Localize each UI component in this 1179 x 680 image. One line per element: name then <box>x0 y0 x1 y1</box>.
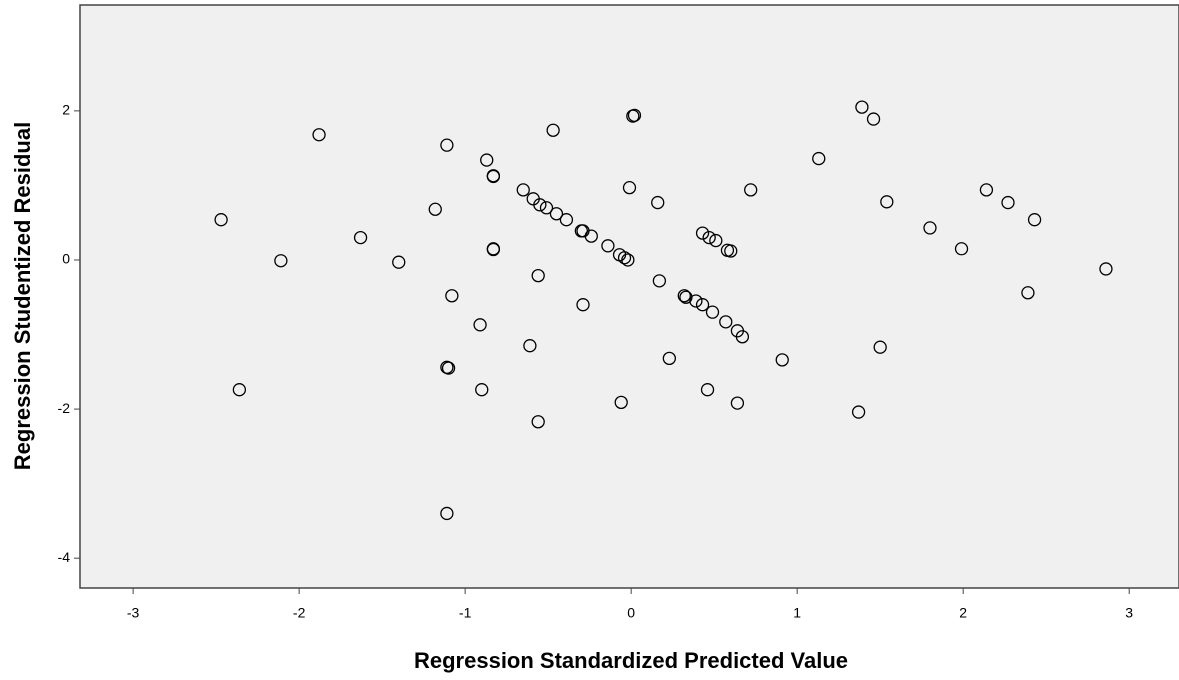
x-tick-label: -1 <box>459 605 472 621</box>
y-tick-label: -2 <box>58 400 71 416</box>
chart: Regression Standardized Predicted Value … <box>0 0 1179 680</box>
y-axis-title: Regression Studentized Residual <box>10 122 35 470</box>
x-axis-title: Regression Standardized Predicted Value <box>414 648 848 673</box>
x-tick-label: 2 <box>959 605 967 621</box>
y-tick-label: -4 <box>58 549 71 565</box>
y-tick-label: 2 <box>62 102 70 118</box>
plot-area <box>80 5 1179 588</box>
x-tick-label: 0 <box>627 605 635 621</box>
x-tick-label: 3 <box>1125 605 1133 621</box>
x-tick-label: -2 <box>293 605 306 621</box>
x-tick-label: -3 <box>127 605 140 621</box>
x-tick-label: 1 <box>793 605 801 621</box>
y-tick-label: 0 <box>62 251 70 267</box>
